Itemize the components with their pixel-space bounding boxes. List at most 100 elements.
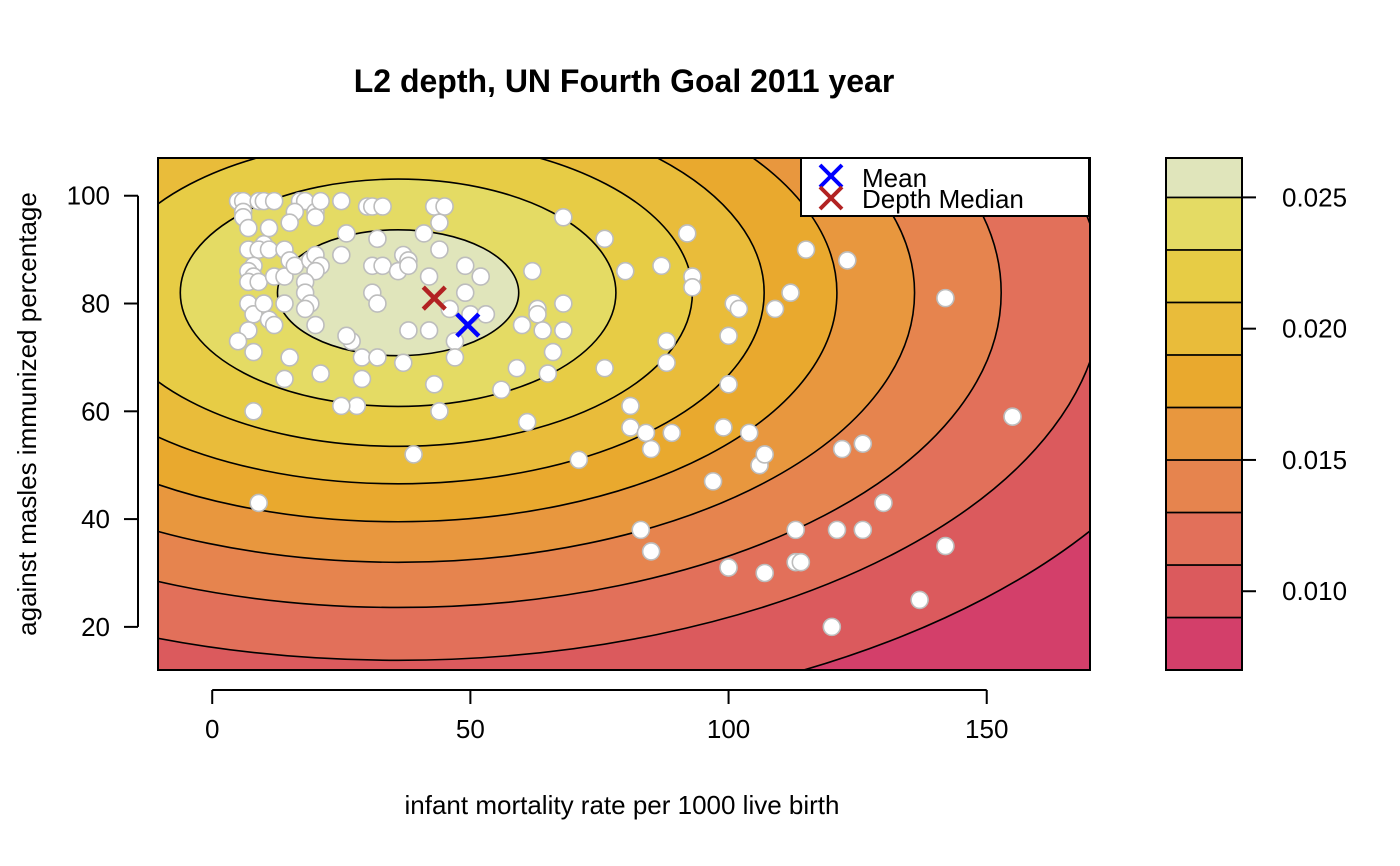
x-axis-label: infant mortality rate per 1000 live birt… [405,790,840,820]
data-point [264,315,284,335]
contour-line [158,158,1002,609]
colorbar-segment [1165,406,1243,461]
data-point [703,472,723,491]
data-point [936,288,955,308]
data-point [683,278,702,297]
data-point [739,423,759,443]
data-point [399,321,418,340]
data-point [244,342,263,362]
data-point [533,321,552,340]
data-point [538,364,558,383]
data-point [280,348,299,367]
colorbar-tick-label: 0.015 [1282,445,1347,475]
data-point [244,402,263,421]
data-point [523,261,542,281]
data-point [641,542,661,561]
data-point [554,207,573,227]
data-point [838,251,857,270]
data-point [332,245,351,265]
data-point [662,423,682,443]
data-point [404,445,423,464]
colorbar-frame [1165,157,1243,671]
data-point [352,348,372,367]
y-axis-label: against masles immunized percentage [12,192,42,636]
data-point [424,375,444,394]
data-point [492,380,511,400]
data-point [781,283,800,303]
data-point [280,213,299,232]
data-point [476,304,496,324]
colorbar-tick-label: 0.020 [1282,314,1347,344]
colorbar-segment [1165,157,1243,199]
data-point [373,256,392,276]
data-point [507,358,527,378]
mean-marker-stroke [455,312,481,338]
colorbar: 0.010 0.015 0.020 0.025 [1165,157,1347,671]
depth-median-marker [421,285,447,311]
contour-line [158,158,838,523]
data-point [621,396,640,416]
data-point [729,299,749,319]
y-tick-label: 60 [81,396,110,426]
data-point [719,558,738,577]
data-point [595,358,614,378]
data-point [631,520,651,540]
data-point [657,331,676,351]
colorbar-segment [1165,564,1243,619]
plot-frame [157,157,1091,671]
mean-marker [455,312,481,338]
data-point [419,321,439,340]
data-point [832,439,852,459]
data-point [311,191,330,211]
data-point [543,342,563,362]
colorbar-segment [1165,301,1243,356]
data-point [445,331,465,351]
x-tick-label: 0 [205,714,219,744]
y-tick-label: 100 [67,181,110,211]
data-point [306,315,325,335]
legend: Mean Depth Median [800,157,1090,217]
data-point [249,272,268,292]
data-point [440,299,460,319]
data-point [512,315,532,335]
data-point [827,520,847,540]
data-point [368,229,387,249]
data-point [615,261,635,281]
data-point [332,396,351,416]
data-point [528,304,547,324]
colorbar-segment [1165,354,1243,409]
y-axis: 20 40 60 80 100 [67,181,139,642]
data-point [657,353,676,373]
data-point [786,520,805,540]
contour-line [158,158,1090,661]
data-point [259,218,279,238]
x-axis: 0 50 100 150 [205,689,1008,744]
data-point [874,493,893,513]
y-tick-label: 40 [81,504,110,534]
data-point [636,423,656,443]
colorbar-tick-label: 0.025 [1282,182,1347,212]
data-point [239,218,258,238]
data-point [641,439,661,459]
data-point [332,191,351,211]
data-point [569,450,589,470]
data-point [368,294,387,313]
x-tick-label: 100 [707,714,750,744]
y-tick-label: 20 [81,612,110,642]
x-tick-label: 150 [965,714,1008,744]
data-point [254,294,274,313]
data-point [853,520,873,540]
data-point [621,418,640,437]
y-tick-label: 80 [81,289,110,319]
data-point [393,353,413,373]
data-point [765,299,785,319]
data-point [910,590,929,610]
data-point [430,402,449,421]
data-point [1003,407,1022,426]
data-point [791,552,811,572]
data-point [517,412,537,432]
depth-median-marker-stroke [421,285,447,311]
data-point [249,493,268,513]
data-point [264,191,284,211]
